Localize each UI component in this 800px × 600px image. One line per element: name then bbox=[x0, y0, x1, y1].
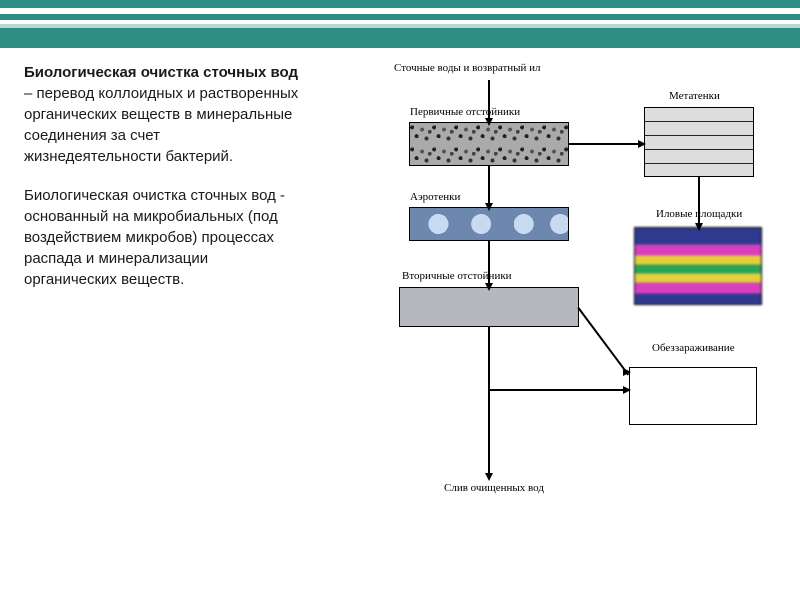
paragraph-2: Биологическая очистка сточных вод - осно… bbox=[24, 185, 300, 290]
label-out: Слив очищенных вод bbox=[444, 482, 544, 494]
paragraph-1: Биологическая очистка сточных вод – пере… bbox=[24, 62, 300, 167]
label-top_in: Сточные воды и возвратный ил bbox=[394, 62, 541, 74]
para1-rest: – перевод коллоидных и растворенных орга… bbox=[24, 85, 298, 165]
description-column: Биологическая очистка сточных вод – пере… bbox=[24, 62, 314, 590]
box-sludge bbox=[634, 227, 762, 305]
box-disinfect bbox=[629, 367, 757, 425]
flow-diagram: Сточные воды и возвратный ил Первичные от… bbox=[314, 62, 776, 590]
box-secondary bbox=[399, 287, 579, 327]
label-disinfection: Обеззараживание bbox=[652, 342, 735, 354]
label-aerotanks: Аэротенки bbox=[410, 191, 460, 203]
box-primary bbox=[409, 122, 569, 166]
content-area: Биологическая очистка сточных вод – пере… bbox=[0, 48, 800, 600]
box-aerotanks bbox=[409, 207, 569, 241]
para1-bold: Биологическая очистка сточных вод bbox=[24, 64, 298, 81]
label-secondary: Вторичные отстойники bbox=[402, 270, 512, 282]
label-metatanks: Метатенки bbox=[669, 90, 720, 102]
label-primary: Первичные отстойники bbox=[410, 106, 520, 118]
header-banner bbox=[0, 0, 800, 48]
box-metatanks bbox=[644, 107, 754, 177]
